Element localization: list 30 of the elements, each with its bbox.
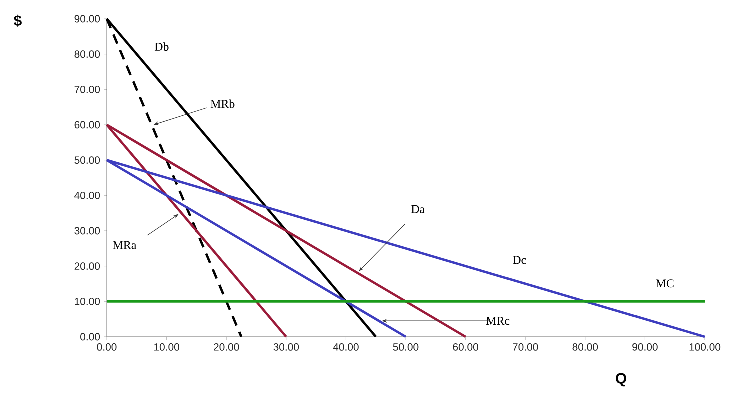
- annotation: MRb: [210, 100, 235, 108]
- y-tick-label: 40.00: [74, 192, 100, 200]
- annotation: MRc: [486, 317, 510, 326]
- y-tick-label: 50.00: [74, 156, 100, 164]
- annotation: Da: [412, 205, 425, 214]
- x-tick-label: 40.00: [333, 344, 359, 351]
- x-tick-label: 60.00: [453, 344, 478, 351]
- y-tick-label: 70.00: [74, 86, 100, 94]
- x-tick-label: 100.00: [690, 344, 721, 351]
- annotation: Dc: [512, 256, 526, 264]
- x-tick-label: 90.00: [632, 344, 658, 351]
- y-tick-label: 0.00: [80, 333, 100, 341]
- y-tick-label: 80.00: [74, 50, 100, 58]
- annotation: MRa: [113, 241, 137, 250]
- x-tick-label: 30.00: [274, 344, 300, 351]
- x-tick-label: 50.00: [393, 344, 419, 351]
- x-tick-label: 70.00: [513, 344, 538, 351]
- x-axis-title: Q: [616, 373, 626, 387]
- y-tick-label: 60.00: [74, 121, 100, 129]
- y-tick-label: 10.00: [75, 298, 100, 306]
- x-tick-label: 80.00: [572, 344, 598, 351]
- annotation: MC: [656, 280, 674, 288]
- x-tick-label: 20.00: [214, 344, 240, 351]
- y-tick-label: 90.00: [74, 15, 100, 23]
- annotation: Db: [154, 42, 169, 51]
- y-tick-label: 20.00: [74, 262, 100, 270]
- x-tick-label: 0.00: [97, 344, 117, 351]
- y-axis-title: $: [14, 14, 22, 28]
- x-tick-label: 10.00: [154, 344, 180, 351]
- y-tick-label: 30.00: [74, 227, 100, 235]
